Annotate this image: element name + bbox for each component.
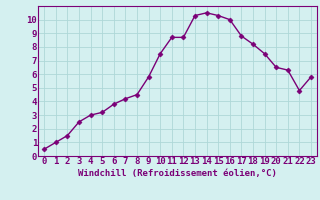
X-axis label: Windchill (Refroidissement éolien,°C): Windchill (Refroidissement éolien,°C) — [78, 169, 277, 178]
